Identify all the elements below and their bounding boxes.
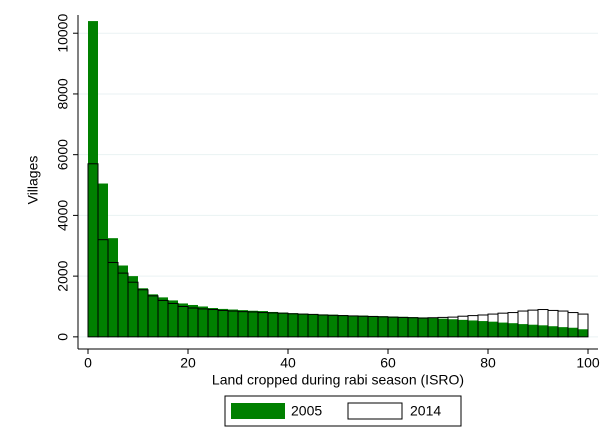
bar	[378, 316, 388, 337]
legend-label: 2005	[291, 403, 322, 419]
x-tick-label: 0	[84, 355, 92, 371]
bar	[268, 311, 278, 337]
bar	[288, 313, 298, 337]
bar	[548, 326, 558, 337]
bar	[198, 306, 208, 337]
bar	[138, 288, 148, 337]
bar	[577, 313, 589, 338]
y-tick-label: 2000	[55, 260, 71, 291]
bar	[568, 327, 578, 337]
y-tick-label: 4000	[55, 200, 71, 231]
bar	[448, 319, 458, 337]
bar	[318, 314, 328, 337]
bar	[388, 316, 398, 337]
bar	[158, 297, 168, 337]
bar	[228, 309, 238, 337]
x-tick-label: 20	[180, 355, 196, 371]
bar	[468, 320, 478, 337]
bar	[368, 315, 378, 337]
bar	[418, 317, 428, 337]
bar	[98, 183, 108, 337]
bar	[188, 304, 198, 337]
x-axis-label: Land cropped during rabi season (ISRO)	[212, 372, 464, 388]
bar	[498, 322, 508, 337]
bar	[508, 323, 518, 337]
bar	[218, 308, 228, 337]
bar	[168, 300, 178, 337]
bar	[488, 321, 498, 337]
bar	[408, 317, 418, 337]
x-tick-label: 40	[280, 355, 296, 371]
bar	[208, 308, 218, 337]
y-tick-label: 0	[55, 333, 71, 341]
bar	[338, 314, 348, 337]
bar	[328, 314, 338, 337]
bar	[258, 311, 268, 337]
y-tick-label: 6000	[55, 139, 71, 170]
bar	[148, 294, 158, 337]
bar	[128, 276, 138, 337]
bar	[558, 327, 568, 337]
bar	[308, 314, 318, 337]
x-tick-label: 80	[480, 355, 496, 371]
bar	[398, 316, 408, 337]
legend-label: 2014	[410, 403, 441, 419]
legend-swatch	[231, 403, 285, 419]
bar	[478, 321, 488, 337]
bar	[178, 303, 188, 337]
bar	[118, 265, 128, 337]
bar	[278, 312, 288, 337]
x-tick-label: 100	[576, 355, 600, 371]
bar	[88, 21, 98, 337]
bar	[248, 310, 258, 337]
bar	[298, 313, 308, 337]
bar	[528, 324, 538, 337]
bar	[538, 325, 548, 337]
bar	[518, 324, 528, 337]
bar	[438, 318, 448, 337]
bar	[578, 329, 588, 337]
bar	[358, 315, 368, 337]
bar	[428, 318, 438, 337]
bar	[238, 310, 248, 337]
y-tick-label: 10000	[55, 14, 71, 53]
bar	[348, 315, 358, 337]
bar	[108, 238, 118, 337]
x-tick-label: 60	[380, 355, 396, 371]
legend-swatch	[347, 402, 403, 420]
bar	[458, 319, 468, 337]
y-tick-label: 8000	[55, 78, 71, 109]
y-axis-label: Villages	[25, 156, 41, 205]
